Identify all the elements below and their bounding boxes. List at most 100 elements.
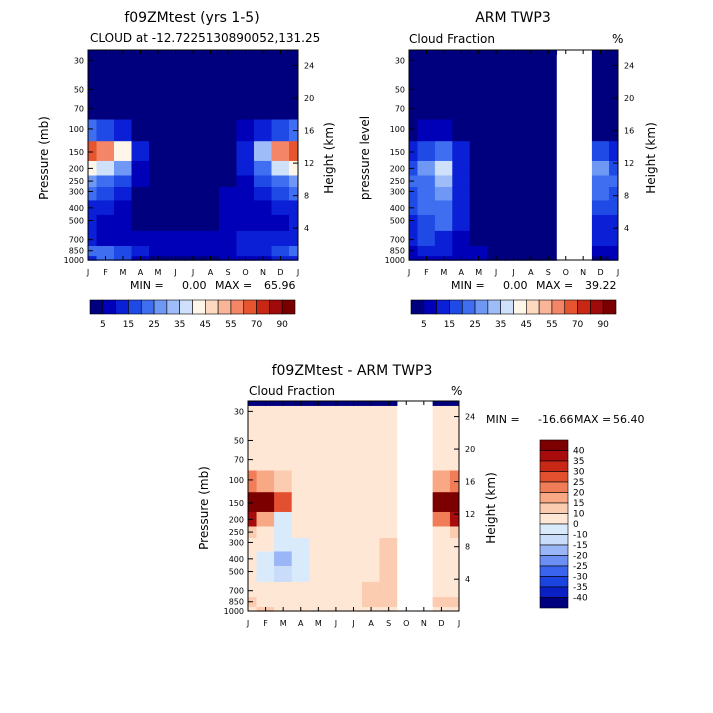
model-cell [184,244,202,257]
model-cell [184,199,202,215]
diff-cell [379,469,398,493]
model-colorbar-label: 15 [123,320,134,330]
obs-cell [504,213,523,231]
diff-cell [344,491,363,512]
diff-colorbar-box [539,597,569,609]
model-cell [271,213,290,231]
model-xtick-label: A [138,268,144,277]
diff-colorbar-box [539,534,569,546]
obs-cell [469,174,488,188]
diff-cell [379,595,398,608]
obs-cell [539,140,558,161]
obs-cell [487,229,506,246]
diff-ytick-label: 1000 [224,607,244,616]
obs-cell [452,159,471,176]
model-ytick-label: 200 [69,164,84,173]
diff-xtick-label: F [263,619,268,628]
obs-y2tick-label: 4 [624,224,629,233]
diff-cell [344,405,363,427]
model-cell [219,74,237,100]
diff-colorbar-box [539,586,569,598]
model-cell [236,244,255,257]
diff-cell [344,425,363,451]
obs-cell [469,244,488,257]
obs-cell [408,213,418,231]
obs-cell [434,140,453,161]
obs-cell [609,118,619,142]
diff-cell [291,449,310,471]
diff-colorbar-box [539,502,569,514]
model-max-value: 65.96 [264,279,296,292]
diff-y2tick-label: 20 [465,445,475,454]
obs-cell [591,54,610,76]
obs-y2tick-label: 20 [624,94,634,103]
obs-cell [487,118,506,142]
diff-cell [309,469,328,493]
diff-cell [309,491,328,512]
model-y2tick-label: 12 [304,159,314,168]
diff-unit: % [451,384,462,398]
model-cell [166,244,185,257]
diff-cell [274,537,293,552]
model-xtick-label: F [103,268,108,277]
obs-cell [609,244,619,257]
model-cell [289,140,299,161]
model-colorbar-box [217,299,232,315]
obs-cell [434,213,453,231]
diff-title: f09ZMtest - ARM TWP3 [272,363,433,379]
model-cell [166,159,185,176]
diff-xtick-label: M [315,619,322,628]
model-ytick-label: 850 [69,247,84,256]
diff-cell [274,580,293,597]
model-cell [271,229,290,246]
diff-colorbar-label: 0 [573,520,579,530]
model-title: f09ZMtest (yrs 1-5) [124,10,259,26]
diff-cell [274,525,293,539]
diff-cell [449,491,460,512]
model-cell [201,74,220,100]
model-cell [96,229,115,246]
obs-cell [539,213,558,231]
diff-cell [256,550,275,566]
obs-cell [521,159,540,176]
model-cell [184,213,202,231]
model-subtitle: CLOUD at -12.7225130890052,131.25 [90,31,320,45]
model-cell [254,199,272,215]
diff-xtick-label: A [298,619,304,628]
model-cell [271,118,290,142]
diff-cell [326,525,345,539]
model-colorbar-label: 35 [174,320,185,330]
obs-cell [521,229,540,246]
model-cell [271,199,290,215]
model-cell [236,54,255,76]
obs-colorbar-box [551,299,566,315]
obs-cell [487,199,506,215]
model-xtick-label: M [155,268,162,277]
diff-colorbar-label: -15 [573,541,588,551]
obs-ylabel: pressure level [358,116,372,200]
diff-y2tick-label: 16 [465,478,475,487]
model-cell [219,199,237,215]
diff-min-label: MIN = [486,413,520,426]
diff-cell [247,564,258,582]
model-colorbar-label: 55 [225,320,236,330]
diff-cell [379,405,398,427]
model-cell [254,74,272,100]
obs-missing-strip [557,50,592,260]
model-xtick-label: S [225,268,230,277]
model-cell [149,74,167,100]
diff-cell [309,449,328,471]
model-cell [149,98,167,120]
diff-ytick-label: 200 [229,515,244,524]
diff-cell [379,510,398,527]
diff-colorbar-box [539,481,569,493]
obs-cell [591,74,610,100]
obs-cell [591,174,610,188]
diff-colorbar-label: 40 [573,447,585,457]
diff-cell [291,469,310,493]
model-cell [201,199,220,215]
obs-colorbar-box [602,299,617,315]
model-cell [271,186,290,201]
model-cell [201,186,220,201]
obs-cell [417,186,436,201]
